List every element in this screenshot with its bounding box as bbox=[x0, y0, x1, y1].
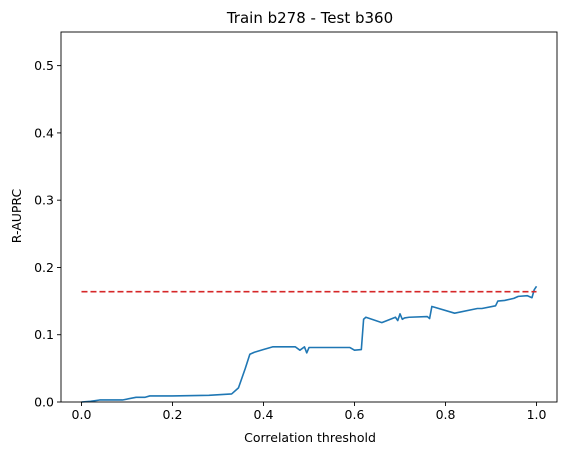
x-tick-label: 0.8 bbox=[436, 407, 456, 422]
x-tick-label: 0.2 bbox=[163, 407, 183, 422]
y-tick-label: 0.3 bbox=[34, 193, 54, 208]
x-tick-label: 0.4 bbox=[254, 407, 274, 422]
y-axis-label: R-AUPRC bbox=[9, 189, 24, 244]
y-tick-label: 0.5 bbox=[34, 58, 54, 73]
x-tick-label: 0.6 bbox=[345, 407, 365, 422]
x-tick-label: 0.0 bbox=[72, 407, 92, 422]
y-tick-label: 0.1 bbox=[34, 327, 54, 342]
x-tick-label: 1.0 bbox=[527, 407, 547, 422]
y-tick-label: 0.2 bbox=[34, 260, 54, 275]
r-auprc-series-line bbox=[81, 285, 538, 403]
axes-frame bbox=[60, 31, 558, 403]
y-tick-label: 0.0 bbox=[34, 395, 54, 410]
plot-area: 0.0 0.2 0.4 0.6 0.8 1.0 0.0 0.1 0.2 0.3 0.4 0.5 bbox=[34, 31, 558, 422]
x-axis-label: Correlation threshold bbox=[244, 430, 376, 445]
chart-title: Train b278 - Test b360 bbox=[226, 9, 393, 27]
y-tick-label: 0.4 bbox=[34, 125, 54, 140]
